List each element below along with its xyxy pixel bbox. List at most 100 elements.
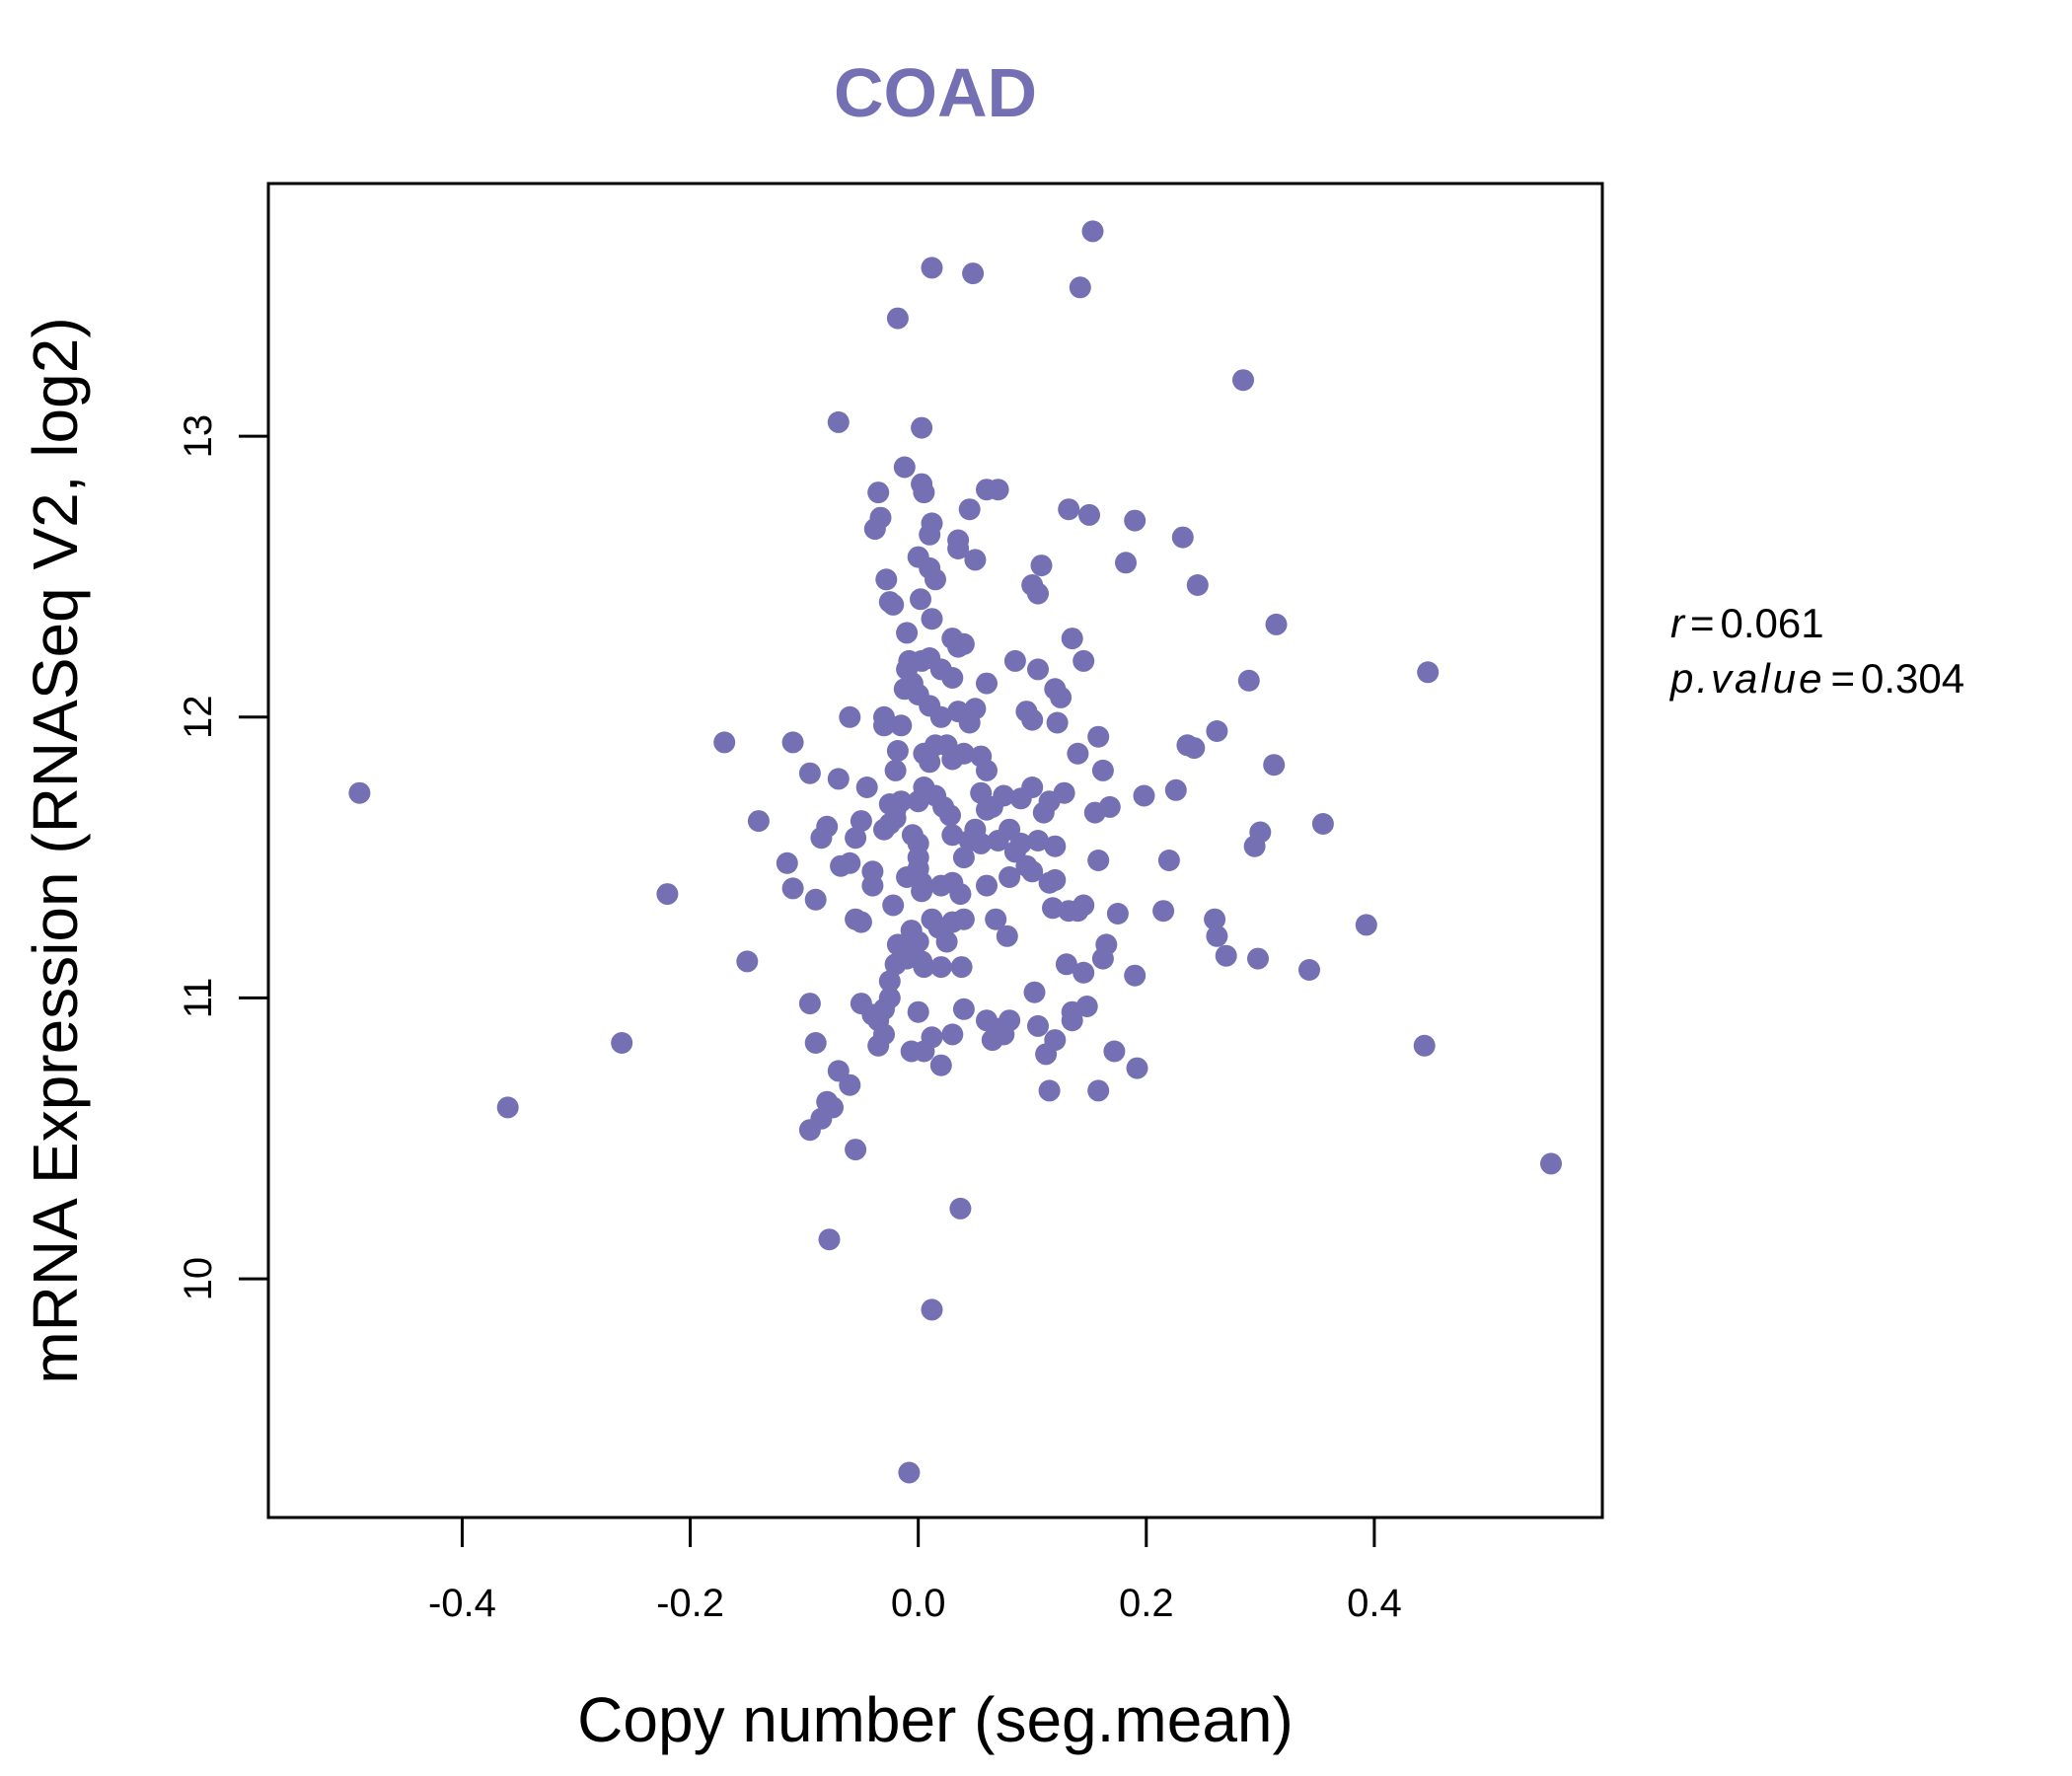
data-point-244 xyxy=(1263,754,1286,777)
data-point-9 xyxy=(781,877,804,900)
data-point-19 xyxy=(822,1096,844,1119)
data-point-25 xyxy=(827,768,850,790)
data-point-196 xyxy=(1061,1009,1083,1032)
data-point-246 xyxy=(1298,959,1320,981)
y-tick-label-0: 10 xyxy=(177,1257,220,1301)
points-layer xyxy=(348,220,1562,1484)
data-point-15 xyxy=(804,1032,827,1054)
data-point-162 xyxy=(999,866,1021,888)
data-point-79 xyxy=(911,871,933,894)
y-tick-label-3: 13 xyxy=(177,414,220,459)
data-point-182 xyxy=(1027,1014,1049,1037)
data-point-48 xyxy=(875,568,898,591)
data-point-32 xyxy=(845,908,867,930)
data-point-211 xyxy=(1081,220,1104,243)
data-point-4 xyxy=(713,731,736,754)
data-point-103 xyxy=(949,883,972,906)
data-point-66 xyxy=(896,622,919,644)
data-point-158 xyxy=(996,925,1018,947)
data-point-8 xyxy=(776,851,798,874)
data-point-190 xyxy=(1042,897,1064,920)
data-point-147 xyxy=(987,479,1009,501)
data-point-208 xyxy=(1058,498,1080,521)
data-point-233 xyxy=(1183,737,1206,760)
data-point-27 xyxy=(839,851,861,874)
data-point-197 xyxy=(1075,996,1098,1017)
data-point-88 xyxy=(929,1054,952,1076)
data-point-229 xyxy=(1157,850,1180,871)
data-point-212 xyxy=(1067,742,1089,765)
data-point-249 xyxy=(1413,1034,1436,1057)
data-point-92 xyxy=(949,1197,972,1220)
data-point-202 xyxy=(1053,781,1075,804)
data-point-206 xyxy=(1061,628,1083,650)
data-point-193 xyxy=(1044,1029,1067,1052)
p-value: 0.304 xyxy=(1861,655,1964,702)
data-point-203 xyxy=(1046,711,1069,734)
x-axis-label: Copy number (seg.mean) xyxy=(577,1684,1294,1755)
data-point-116 xyxy=(952,742,975,765)
data-point-213 xyxy=(1087,725,1110,748)
data-point-84 xyxy=(907,1000,929,1023)
svg-text:p.value=0.304: p.value = 0.304 xyxy=(1668,655,1964,702)
r-equals: = xyxy=(1690,600,1715,646)
data-point-236 xyxy=(1206,925,1228,947)
data-point-68 xyxy=(893,456,916,479)
data-point-183 xyxy=(1023,981,1046,1003)
data-point-130 xyxy=(921,608,943,630)
data-point-105 xyxy=(941,824,964,847)
correlation-annotation: r = 0.061 p.value = 0.304 xyxy=(1668,600,1964,702)
data-point-95 xyxy=(929,956,952,979)
data-point-30 xyxy=(850,810,872,833)
data-point-201 xyxy=(1073,894,1095,917)
data-point-139 xyxy=(964,549,987,571)
y-tick-label-1: 11 xyxy=(177,978,220,1019)
r-label: r xyxy=(1670,600,1686,646)
data-point-13 xyxy=(816,815,839,838)
data-point-67 xyxy=(886,307,909,330)
data-point-28 xyxy=(839,705,861,728)
data-point-89 xyxy=(941,1023,964,1046)
data-point-142 xyxy=(911,473,933,495)
data-point-237 xyxy=(1206,720,1228,742)
data-point-0 xyxy=(348,781,371,804)
data-point-168 xyxy=(1021,777,1044,798)
data-point-166 xyxy=(1021,860,1044,883)
data-point-93 xyxy=(952,998,975,1020)
data-point-221 xyxy=(1103,1040,1126,1063)
data-point-136 xyxy=(921,512,943,535)
x-tick-label-1: -0.2 xyxy=(656,1582,724,1625)
data-point-122 xyxy=(907,684,929,705)
y-axis: 10 11 12 13 xyxy=(177,414,268,1300)
data-point-189 xyxy=(1044,835,1067,857)
data-point-235 xyxy=(1204,908,1226,930)
p-label: p.value xyxy=(1668,655,1824,702)
data-point-3 xyxy=(656,883,679,906)
data-point-226 xyxy=(1124,964,1147,987)
data-point-247 xyxy=(1311,813,1334,835)
data-point-104 xyxy=(952,847,975,869)
data-point-119 xyxy=(947,701,970,723)
data-point-227 xyxy=(1126,1057,1148,1079)
svg-text:r=0.061: r = 0.061 xyxy=(1670,600,1824,646)
data-point-224 xyxy=(1124,509,1147,532)
data-point-110 xyxy=(907,790,929,813)
data-point-94 xyxy=(950,956,973,979)
data-point-144 xyxy=(921,257,943,279)
data-point-239 xyxy=(1232,369,1254,392)
data-point-170 xyxy=(976,672,998,695)
data-point-140 xyxy=(958,498,981,521)
x-tick-label-4: 0.4 xyxy=(1347,1582,1402,1625)
x-tick-label-2: 0.0 xyxy=(891,1582,946,1625)
data-point-240 xyxy=(1237,669,1260,692)
data-point-47 xyxy=(869,506,892,529)
data-point-5 xyxy=(736,950,759,973)
x-tick-label-0: -0.4 xyxy=(428,1582,496,1625)
data-point-217 xyxy=(1087,850,1110,871)
data-point-45 xyxy=(867,481,890,504)
data-point-10 xyxy=(798,762,821,784)
data-point-2 xyxy=(611,1032,633,1054)
r-value: 0.061 xyxy=(1721,600,1824,646)
data-point-223 xyxy=(1115,552,1137,574)
